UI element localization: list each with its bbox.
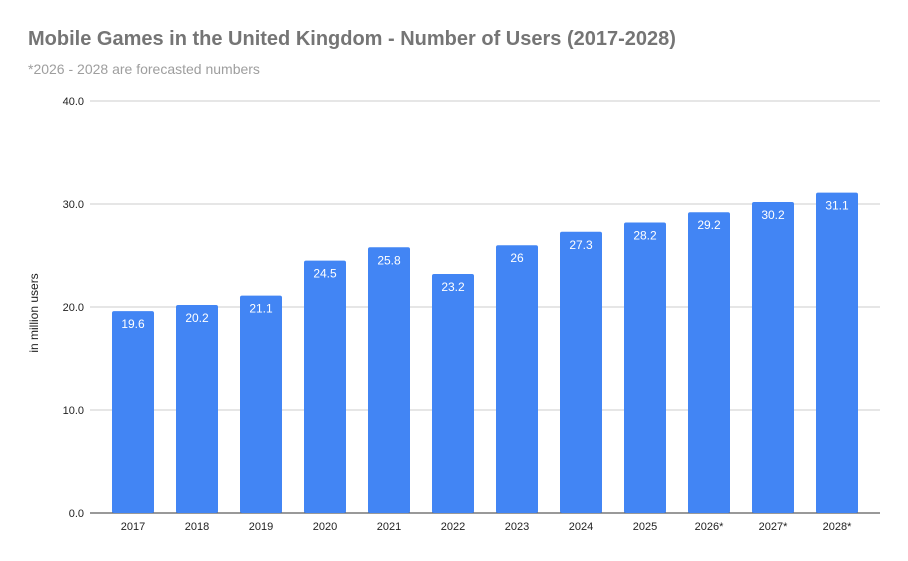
y-tick-label: 40.0 xyxy=(63,96,84,108)
data-label: 20.2 xyxy=(185,311,209,325)
bar xyxy=(624,222,666,514)
x-tick-label: 2022 xyxy=(441,521,465,533)
bar xyxy=(112,311,154,513)
data-label: 26 xyxy=(510,251,524,265)
bar xyxy=(560,231,602,513)
y-tick-label: 10.0 xyxy=(63,405,84,417)
chart-subtitle: *2026 - 2028 are forecasted numbers xyxy=(28,61,260,77)
data-label: 29.2 xyxy=(697,218,721,232)
bar xyxy=(688,212,730,514)
data-label: 30.2 xyxy=(761,208,785,222)
data-label: 25.8 xyxy=(377,253,401,267)
bar xyxy=(432,274,474,513)
data-label: 21.1 xyxy=(249,302,273,316)
bar xyxy=(368,247,410,513)
data-label: 28.2 xyxy=(633,229,657,243)
x-tick-label: 2021 xyxy=(377,521,401,533)
x-tick-label: 2025 xyxy=(633,521,657,533)
x-tick-label: 2018 xyxy=(185,521,209,533)
bar xyxy=(304,260,346,513)
bar xyxy=(496,245,538,513)
y-tick-label: 0.0 xyxy=(69,508,84,520)
data-label: 24.5 xyxy=(313,267,337,281)
data-label: 23.2 xyxy=(441,280,465,294)
y-tick-label: 30.0 xyxy=(63,199,84,211)
y-tick-label: 20.0 xyxy=(63,302,84,314)
x-tick-label: 2020 xyxy=(313,521,337,533)
y-axis-label: in million users xyxy=(27,273,41,352)
chart-title: Mobile Games in the United Kingdom - Num… xyxy=(28,28,676,50)
x-tick-label: 2019 xyxy=(249,521,273,533)
bar xyxy=(752,201,794,513)
data-label: 31.1 xyxy=(825,199,849,213)
bar xyxy=(176,304,218,513)
x-tick-label: 2027* xyxy=(759,521,788,533)
data-label: 19.6 xyxy=(121,317,145,331)
x-tick-label: 2026* xyxy=(695,521,724,533)
x-tick-label: 2024 xyxy=(569,521,593,533)
data-label: 27.3 xyxy=(569,238,593,252)
bar xyxy=(816,192,858,514)
x-tick-label: 2028* xyxy=(823,521,852,533)
x-tick-label: 2023 xyxy=(505,521,529,533)
bar xyxy=(240,295,282,513)
x-tick-label: 2017 xyxy=(121,521,145,533)
